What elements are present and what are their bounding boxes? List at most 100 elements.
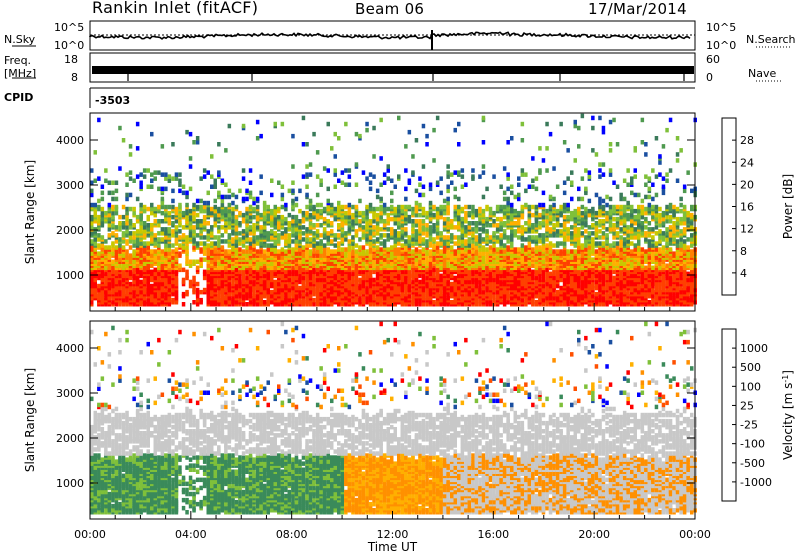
heatmap-cell	[206, 263, 210, 268]
heatmap-cell	[273, 210, 277, 216]
heatmap-cell	[178, 178, 182, 183]
heatmap-cell	[118, 263, 122, 268]
heatmap-cell	[485, 204, 489, 210]
heatmap-cell	[128, 144, 133, 149]
heatmap-cell	[428, 186, 433, 192]
heatmap-cell	[337, 136, 341, 141]
heatmap-cell	[305, 227, 309, 232]
heatmap-cell	[142, 257, 147, 262]
heatmap-cell	[379, 117, 383, 123]
heatmap-cell	[171, 204, 175, 210]
heatmap-cell	[107, 227, 112, 232]
heatmap-cell	[432, 158, 436, 163]
heatmap-cell	[111, 210, 115, 216]
heatmap-cell	[506, 140, 510, 145]
heatmap-cell	[361, 225, 366, 230]
heatmap-cell	[421, 225, 426, 230]
heatmap-cell	[322, 227, 327, 232]
noise-line	[89, 31, 691, 40]
heatmap-cell	[273, 279, 277, 285]
heatmap-cell	[93, 202, 97, 208]
heatmap-cell	[368, 219, 373, 224]
heatmap-cell	[291, 198, 295, 204]
heatmap-cell	[199, 198, 203, 204]
heatmap-cell	[361, 300, 366, 305]
heatmap-cell	[502, 261, 507, 266]
heatmap-cell	[252, 206, 256, 212]
heatmap-cell	[492, 223, 496, 228]
heatmap-cell	[160, 237, 165, 242]
heatmap-cell	[238, 277, 242, 283]
heatmap-cell	[125, 172, 129, 177]
heatmap-cell	[220, 269, 225, 275]
heatmap-cell	[442, 245, 447, 250]
heatmap-cell	[439, 204, 443, 210]
heatmap-cell	[400, 243, 405, 248]
heatmap-cell	[326, 223, 330, 228]
heatmap-cell	[174, 172, 179, 177]
heatmap-cell	[326, 186, 330, 192]
heatmap-cell	[506, 200, 510, 206]
heatmap-cell	[195, 233, 200, 238]
heatmap-cell	[97, 198, 101, 204]
heatmap-cell	[195, 287, 200, 293]
heatmap-cell	[248, 204, 253, 210]
heatmap-cell	[121, 245, 126, 250]
heatmap-cell	[111, 241, 115, 246]
heatmap-cell	[135, 121, 140, 127]
heatmap-cell	[386, 206, 390, 212]
heatmap-cell	[379, 227, 383, 232]
heatmap-cell	[467, 243, 472, 248]
heatmap-cell	[150, 283, 154, 289]
heatmap-cell	[231, 245, 235, 250]
heatmap-cell	[333, 131, 337, 137]
heatmap-cell	[252, 235, 256, 240]
heatmap-cell	[97, 261, 101, 266]
heatmap-cell	[534, 176, 539, 181]
heatmap-cell	[298, 293, 302, 299]
heatmap-cell	[125, 291, 129, 297]
heatmap-cell	[326, 247, 330, 252]
heatmap-cell	[270, 221, 274, 226]
heatmap-cell	[270, 251, 274, 256]
heatmap-cell	[139, 229, 143, 234]
heatmap-cell	[432, 300, 436, 305]
heatmap-cell	[450, 233, 454, 238]
heatmap-cell	[312, 204, 316, 210]
heatmap-cell	[393, 184, 397, 189]
heatmap-cell	[150, 210, 154, 216]
heatmap-cell	[457, 291, 461, 297]
heatmap-cell	[132, 273, 136, 279]
heatmap-cell	[213, 216, 217, 222]
heatmap-cell	[305, 233, 309, 238]
heatmap-cell	[347, 202, 352, 208]
heatmap-cell	[160, 227, 165, 232]
heatmap-cell	[294, 196, 299, 202]
heatmap-cell	[354, 295, 359, 301]
heatmap-cell	[118, 221, 122, 226]
heatmap-cell	[128, 235, 133, 240]
heatmap-cell	[404, 204, 408, 210]
heatmap-cell	[368, 229, 373, 234]
heatmap-cell	[400, 235, 405, 240]
heatmap-cell	[478, 302, 482, 307]
heatmap-cell	[450, 281, 454, 287]
heatmap-cell	[301, 174, 306, 179]
heatmap-cell	[153, 212, 157, 218]
heatmap-cell	[181, 302, 186, 307]
heatmap-cell	[220, 225, 225, 230]
heatmap-cell	[365, 214, 369, 220]
heatmap-cell	[545, 225, 549, 230]
heatmap-cell	[227, 208, 232, 214]
heatmap-cell	[227, 202, 232, 208]
heatmap-cell	[139, 279, 143, 285]
heatmap-cell	[308, 212, 313, 218]
heatmap-cell	[485, 186, 489, 192]
heatmap-cell	[150, 202, 154, 208]
heatmap-cell	[270, 229, 274, 234]
heatmap-cell	[330, 289, 334, 295]
heatmap-cell	[150, 269, 154, 275]
heatmap-cell	[467, 265, 472, 271]
heatmap-cell	[238, 188, 242, 194]
heatmap-cell	[181, 277, 186, 283]
